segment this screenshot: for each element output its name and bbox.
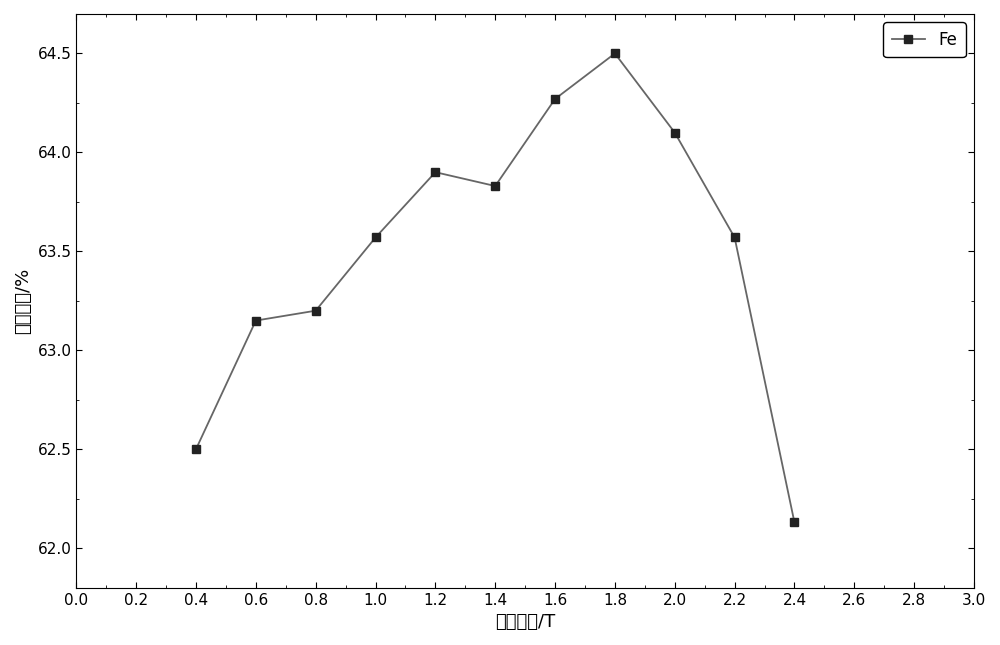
Fe (669, 129, 681, 137)
X-axis label: 磁场强度/T: 磁场强度/T (495, 613, 555, 631)
Fe (549, 95, 561, 103)
Fe (489, 182, 501, 190)
Fe (729, 233, 741, 241)
Fe (250, 317, 262, 324)
Fe (190, 445, 202, 453)
Legend: Fe: Fe (883, 22, 966, 57)
Fe (310, 307, 322, 315)
Fe (788, 519, 800, 526)
Fe (609, 50, 621, 57)
Line: Fe: Fe (192, 49, 799, 526)
Fe (370, 233, 382, 241)
Y-axis label: 质量分数/%: 质量分数/% (14, 268, 32, 334)
Fe (429, 168, 441, 176)
